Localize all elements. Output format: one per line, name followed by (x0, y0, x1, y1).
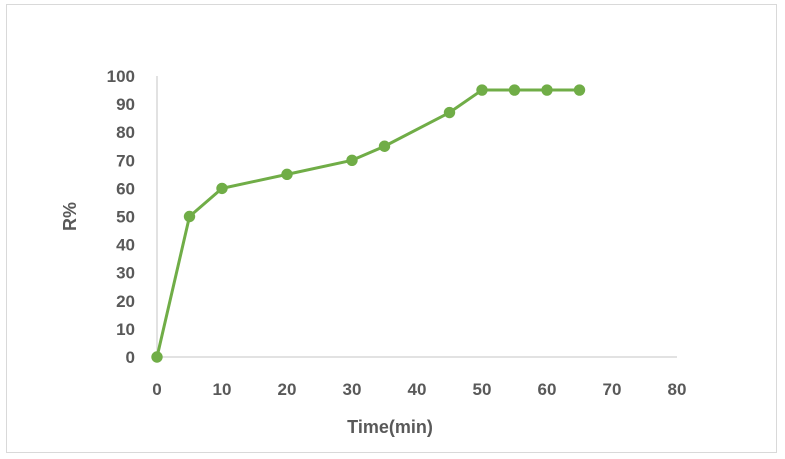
series-points (151, 84, 586, 363)
data-point (346, 154, 358, 167)
data-point (476, 84, 488, 96)
y-tick-label: 50 (116, 208, 135, 227)
y-tick-label: 70 (116, 151, 135, 170)
data-point (508, 84, 521, 96)
x-tick-label: 80 (668, 380, 687, 399)
y-tick-label: 20 (116, 292, 135, 311)
data-point (378, 140, 391, 152)
data-point (541, 84, 553, 96)
x-tick-label: 50 (473, 380, 492, 399)
x-axis-title: Time(min) (347, 417, 433, 437)
y-tick-label: 60 (116, 179, 135, 198)
x-tick-labels: 0 10 20 30 40 50 60 70 80 (152, 380, 686, 399)
y-tick-labels: 0 10 20 30 40 50 60 70 80 90 100 (107, 67, 135, 367)
y-tick-label: 0 (126, 348, 135, 367)
y-tick-label: 40 (116, 236, 135, 255)
y-tick-label: 90 (116, 95, 135, 114)
y-tick-label: 10 (116, 320, 135, 339)
x-tick-label: 40 (408, 380, 427, 399)
data-point (573, 84, 586, 96)
chart-frame (6, 4, 777, 453)
x-tick-label: 10 (213, 380, 232, 399)
x-tick-label: 20 (278, 380, 297, 399)
series-lines (155, 88, 581, 359)
x-tick-label: 60 (538, 380, 557, 399)
data-point (281, 168, 293, 181)
y-tick-label: 100 (107, 67, 135, 86)
data-point (183, 210, 196, 223)
x-tick-label: 30 (343, 380, 362, 399)
x-tick-label: 70 (603, 380, 622, 399)
data-point (216, 182, 228, 195)
y-tick-label: 80 (116, 123, 135, 142)
y-axis-title: R% (60, 202, 80, 231)
y-tick-label: 30 (116, 264, 135, 283)
x-tick-label: 0 (152, 380, 161, 399)
series-line (155, 88, 581, 359)
data-point (151, 351, 163, 363)
data-point (443, 106, 456, 119)
